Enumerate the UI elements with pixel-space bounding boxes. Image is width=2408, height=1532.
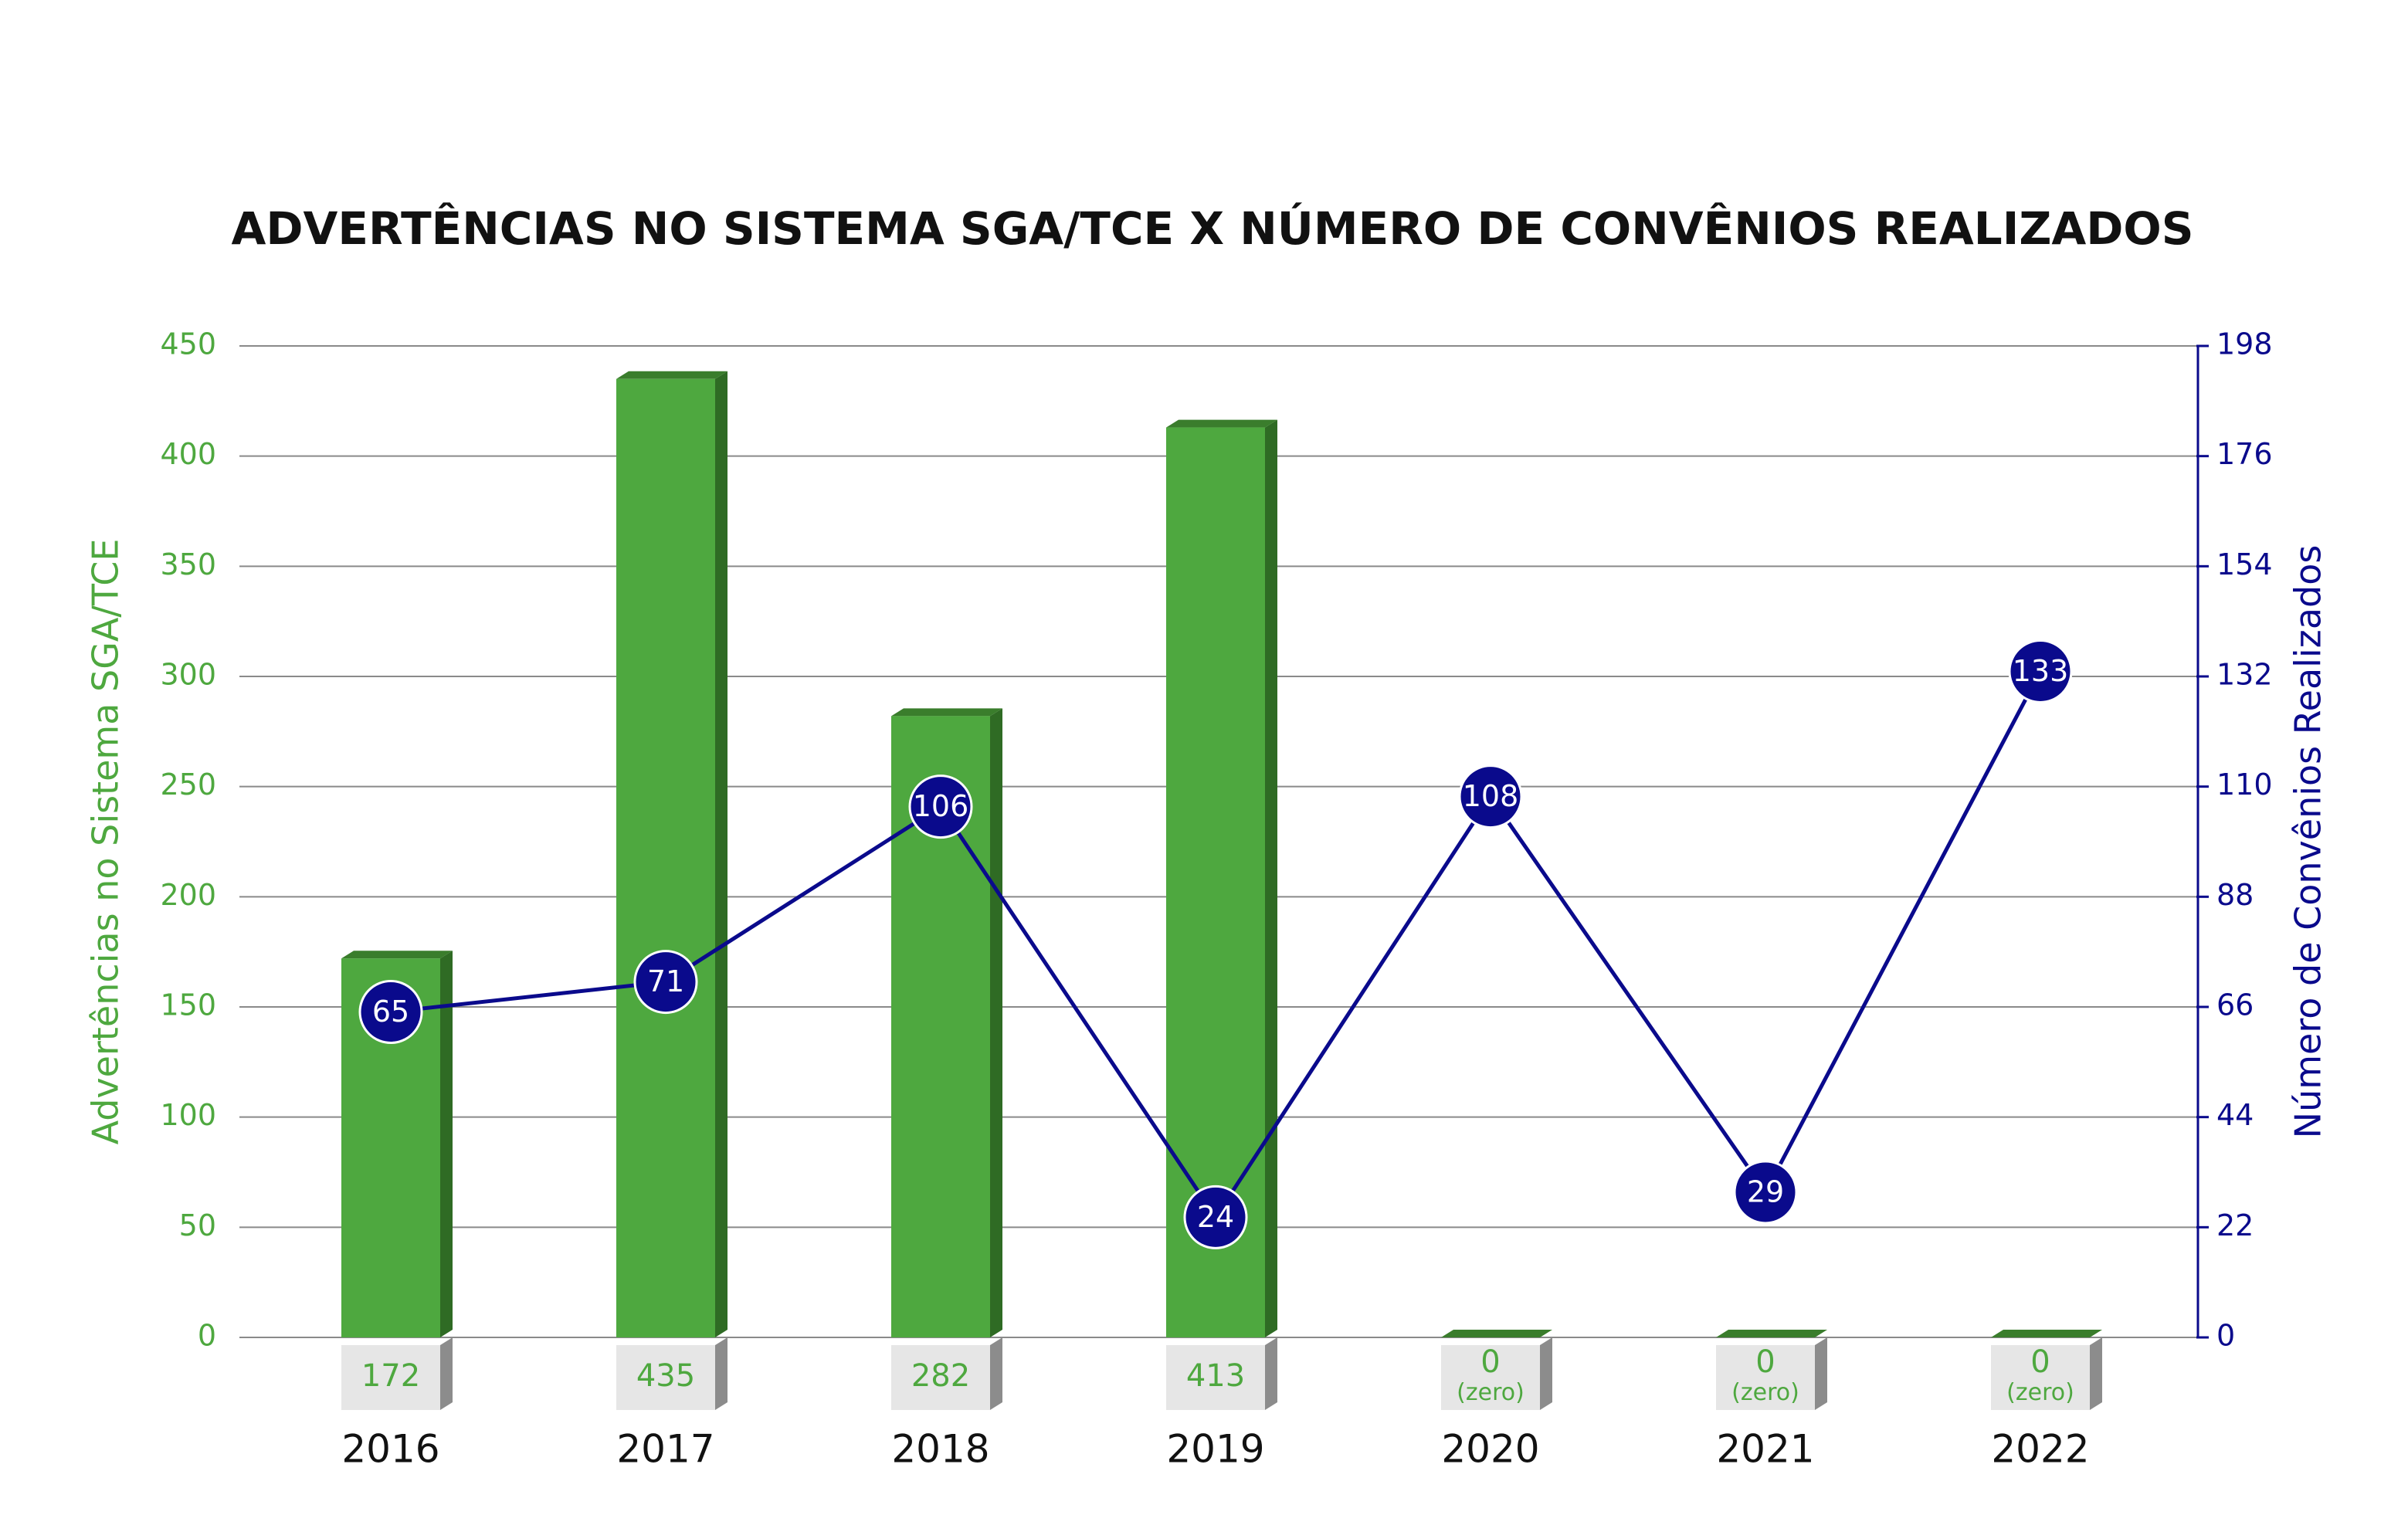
x-tick-label: 2020 (1441, 1427, 1539, 1472)
bar-top (1991, 1330, 2102, 1337)
value-label: 282 (911, 1358, 970, 1394)
label-box (341, 1345, 440, 1410)
bar-side (990, 708, 1002, 1337)
bar-top (341, 951, 453, 959)
label-box (891, 1345, 990, 1410)
point (1458, 764, 1523, 829)
x-tick-label: 2017 (616, 1427, 714, 1472)
x-tick-label: 2019 (1166, 1427, 1264, 1472)
chart-title: ADVERTÊNCIAS NO SISTEMA SGA/TCE X NÚMERO… (231, 202, 2193, 255)
label-box (1991, 1345, 2090, 1410)
y2-tick-label: 176 (2216, 437, 2273, 471)
point (1183, 1185, 1248, 1249)
bar-side (715, 371, 727, 1337)
point (1733, 1160, 1798, 1225)
point-label: 65 (372, 995, 409, 1029)
y2-tick-label: 110 (2216, 768, 2273, 802)
bar (616, 378, 715, 1337)
bar-top (1441, 1330, 1552, 1337)
value-label: 0 (zero) (1457, 1344, 1525, 1406)
label-box (1166, 1345, 1265, 1410)
y2-tick-label: 88 (2216, 878, 2254, 912)
y2-tick-label: 132 (2216, 658, 2273, 692)
bar-top (891, 708, 1002, 717)
value-label: 0 (zero) (1731, 1344, 1799, 1406)
bar-top (616, 371, 727, 379)
y2-tick-label: 198 (2216, 327, 2273, 361)
point-label: 106 (913, 789, 969, 823)
value-label: 435 (636, 1358, 695, 1394)
point (2008, 639, 2073, 704)
point (908, 774, 973, 839)
value-label-part: (zero) (2006, 1379, 2074, 1406)
label-box (1441, 1345, 1540, 1410)
label-box-side (1815, 1337, 1827, 1410)
x-tick-label: 2022 (1991, 1427, 2089, 1472)
label-box-side (990, 1337, 1002, 1410)
y2-tick-label: 66 (2216, 988, 2254, 1022)
y-tick-label: 0 (198, 1319, 216, 1353)
label-box-side (440, 1337, 453, 1410)
point-label: 133 (2013, 654, 2069, 688)
label-box-side (1265, 1337, 1277, 1410)
value-label: 0 (zero) (2006, 1344, 2074, 1406)
y-tick-label: 200 (160, 878, 216, 912)
y-tick-label: 450 (160, 327, 216, 361)
point-label: 29 (1747, 1174, 1784, 1208)
y-tick-label: 400 (160, 437, 216, 471)
label-box-side (715, 1337, 727, 1410)
label-box (1716, 1345, 1815, 1410)
value-label: 172 (361, 1358, 420, 1394)
point-label: 108 (1463, 779, 1519, 813)
bar-top (1716, 1330, 1827, 1337)
y2-tick-label: 44 (2216, 1098, 2254, 1132)
x-tick-label: 2018 (891, 1427, 989, 1472)
y2-axis-title: Número de Convênios Realizados (2288, 545, 2329, 1139)
x-tick-label: 2021 (1716, 1427, 1814, 1472)
y-tick-label: 150 (160, 988, 216, 1022)
y2-tick-label: 22 (2216, 1208, 2254, 1242)
point-label: 24 (1197, 1200, 1234, 1234)
label-box-side (2090, 1337, 2102, 1410)
y-tick-label: 350 (160, 547, 216, 581)
point (633, 950, 698, 1015)
y-tick-label: 300 (160, 658, 216, 692)
label-box-side (1540, 1337, 1552, 1410)
point (358, 979, 423, 1044)
bar-side (440, 951, 453, 1337)
y-tick-label: 50 (179, 1208, 216, 1242)
y-tick-label: 100 (160, 1098, 216, 1132)
value-label-part: (zero) (1457, 1379, 1525, 1406)
value-label: 413 (1186, 1358, 1245, 1394)
value-label-part: 0 (1480, 1344, 1500, 1380)
y-tick-label: 250 (160, 768, 216, 802)
value-label-part: 0 (2030, 1344, 2050, 1380)
y2-tick-label: 154 (2216, 547, 2273, 581)
x-tick-label: 2016 (341, 1427, 439, 1472)
point-label: 71 (647, 964, 684, 998)
y2-tick-label: 0 (2216, 1319, 2235, 1353)
value-label-part: (zero) (1731, 1379, 1799, 1406)
value-label-part: 0 (1755, 1344, 1775, 1380)
y-axis-title: Advertências no Sistema SGA/TCE (85, 539, 127, 1145)
label-box (616, 1345, 715, 1410)
bar-top (1166, 419, 1277, 428)
bar-side (1265, 419, 1277, 1338)
